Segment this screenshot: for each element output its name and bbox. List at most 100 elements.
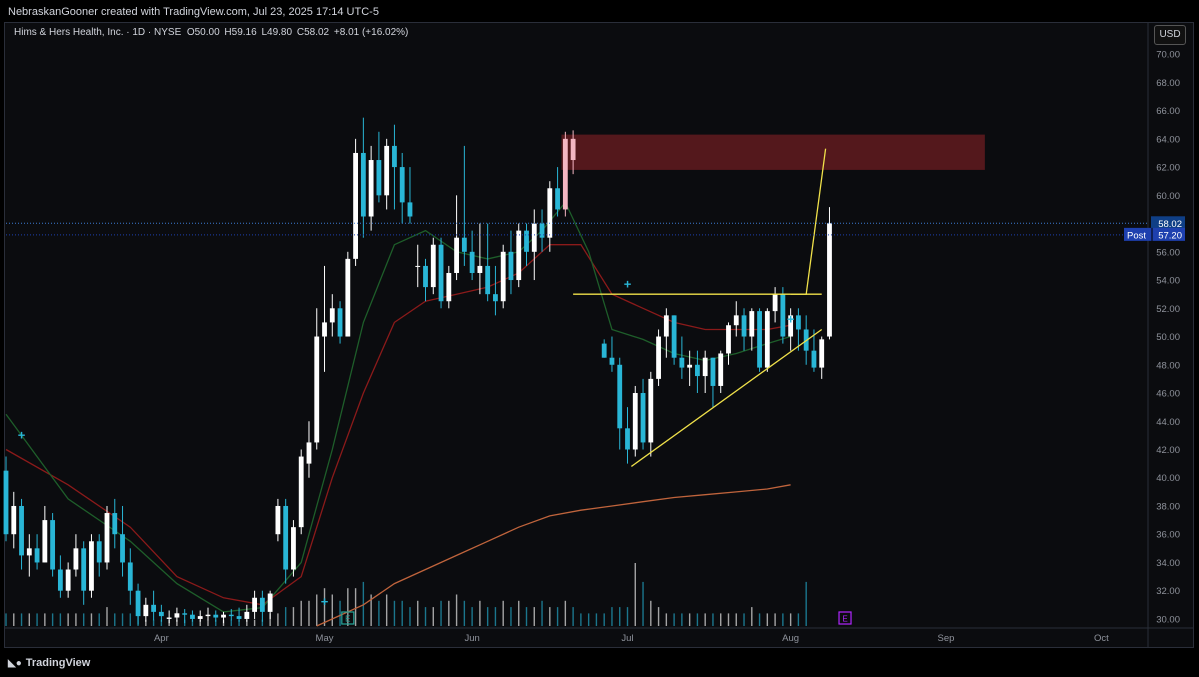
- earnings-marker-icon[interactable]: [838, 611, 852, 625]
- candle-body[interactable]: [384, 145, 390, 196]
- candle-body[interactable]: [205, 614, 211, 617]
- candle-body[interactable]: [438, 244, 444, 302]
- candle-body[interactable]: [795, 315, 801, 330]
- candle-body[interactable]: [143, 604, 149, 617]
- candle-body[interactable]: [617, 364, 623, 429]
- candle-body[interactable]: [609, 357, 615, 365]
- candle-body[interactable]: [236, 616, 242, 619]
- candle-body[interactable]: [702, 357, 708, 377]
- candle-body[interactable]: [710, 357, 716, 386]
- candle-body[interactable]: [221, 614, 226, 618]
- candle-body[interactable]: [89, 541, 94, 591]
- candle-body[interactable]: [687, 364, 693, 368]
- tradingview-logo[interactable]: ◣● TradingView: [8, 657, 90, 669]
- candle-body[interactable]: [135, 590, 141, 617]
- candle-body[interactable]: [531, 223, 537, 252]
- candle-body[interactable]: [182, 613, 188, 615]
- candle-body[interactable]: [788, 315, 794, 337]
- candle-body[interactable]: [345, 258, 351, 337]
- candle-body[interactable]: [469, 251, 475, 273]
- candle-body[interactable]: [337, 308, 343, 337]
- candle-body[interactable]: [298, 456, 304, 528]
- candle-body[interactable]: [524, 230, 529, 252]
- candle-body[interactable]: [57, 569, 63, 591]
- candle-body[interactable]: [11, 505, 17, 535]
- candle-body[interactable]: [562, 138, 568, 210]
- candle-body[interactable]: [695, 364, 700, 377]
- candle-body[interactable]: [353, 152, 359, 259]
- candle-body[interactable]: [780, 294, 786, 337]
- candle-body[interactable]: [166, 617, 172, 619]
- candle-body[interactable]: [656, 336, 661, 379]
- candle-body[interactable]: [516, 230, 522, 281]
- candle-body[interactable]: [120, 534, 125, 563]
- candle-body[interactable]: [547, 188, 553, 238]
- candle-body[interactable]: [407, 202, 413, 217]
- chart-frame[interactable]: [4, 22, 1194, 648]
- candle-body[interactable]: [726, 325, 731, 354]
- candle-body[interactable]: [679, 357, 685, 368]
- candle-body[interactable]: [500, 251, 506, 302]
- candle-body[interactable]: [663, 315, 669, 337]
- candle-body[interactable]: [322, 322, 327, 337]
- candle-body[interactable]: [244, 611, 250, 619]
- candle-body[interactable]: [197, 616, 203, 619]
- earnings-marker-icon[interactable]: [341, 611, 355, 625]
- candle-body[interactable]: [733, 315, 739, 326]
- candle-body[interactable]: [764, 311, 770, 368]
- candle-body[interactable]: [827, 223, 832, 337]
- candle-body[interactable]: [819, 339, 825, 368]
- candle-body[interactable]: [73, 548, 79, 570]
- candle-body[interactable]: [811, 350, 817, 368]
- candle-body[interactable]: [376, 160, 382, 196]
- candle-body[interactable]: [625, 428, 630, 450]
- candle-body[interactable]: [81, 548, 87, 591]
- candle-body[interactable]: [640, 393, 646, 443]
- candle-body[interactable]: [34, 548, 40, 563]
- candle-body[interactable]: [174, 613, 180, 618]
- candle-body[interactable]: [757, 311, 762, 368]
- candle-body[interactable]: [360, 152, 366, 217]
- candle-body[interactable]: [252, 597, 258, 612]
- candle-body[interactable]: [477, 265, 483, 273]
- candle-body[interactable]: [275, 505, 281, 535]
- candle-body[interactable]: [570, 138, 576, 161]
- candle-body[interactable]: [112, 513, 118, 535]
- candle-body[interactable]: [213, 614, 219, 618]
- candle-body[interactable]: [127, 562, 133, 591]
- candle-body[interactable]: [415, 265, 421, 267]
- candle-body[interactable]: [461, 237, 467, 252]
- candle-body[interactable]: [446, 272, 452, 302]
- candle-body[interactable]: [539, 223, 545, 238]
- candle-body[interactable]: [648, 378, 654, 443]
- candle-body[interactable]: [772, 294, 778, 312]
- candle-body[interactable]: [741, 315, 747, 337]
- candle-body[interactable]: [19, 505, 24, 556]
- candle-body[interactable]: [555, 188, 560, 210]
- candle-body[interactable]: [96, 541, 102, 563]
- candle-body[interactable]: [283, 505, 289, 570]
- candle-body[interactable]: [368, 160, 374, 217]
- candle-body[interactable]: [508, 251, 514, 281]
- candle-body[interactable]: [267, 593, 273, 612]
- candle-body[interactable]: [399, 167, 405, 203]
- candle-body[interactable]: [26, 548, 32, 556]
- candle-body[interactable]: [485, 265, 491, 295]
- candle-body[interactable]: [454, 237, 459, 273]
- candle-body[interactable]: [601, 343, 607, 358]
- candle-body[interactable]: [228, 614, 234, 617]
- candle-body[interactable]: [190, 614, 195, 619]
- candle-body[interactable]: [314, 336, 320, 443]
- candle-body[interactable]: [392, 145, 397, 168]
- candle-body[interactable]: [749, 311, 755, 337]
- candle-body[interactable]: [259, 597, 265, 612]
- candle-body[interactable]: [423, 265, 428, 288]
- candle-body[interactable]: [632, 393, 638, 450]
- candle-body[interactable]: [42, 520, 48, 563]
- candle-body[interactable]: [306, 442, 312, 464]
- candle-body[interactable]: [3, 470, 9, 535]
- candle-body[interactable]: [329, 308, 335, 323]
- candle-body[interactable]: [291, 527, 296, 570]
- candle-body[interactable]: [718, 353, 724, 386]
